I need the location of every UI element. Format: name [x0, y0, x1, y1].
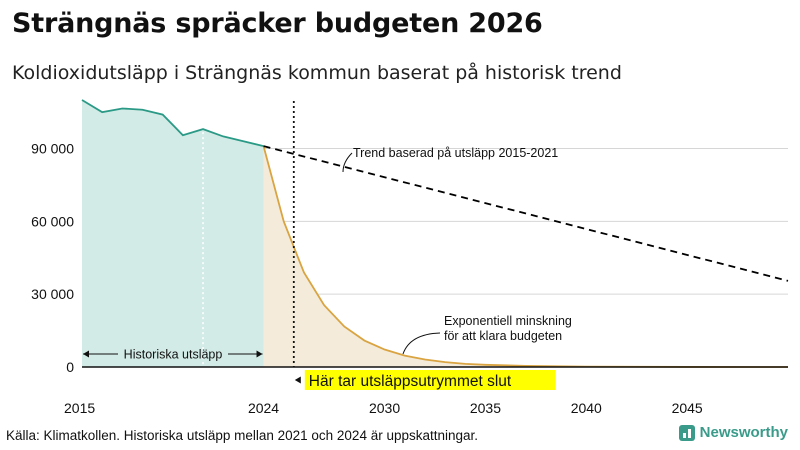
budget-label-line2: för att klara budgeten	[444, 329, 562, 343]
y-tick-label: 60 000	[31, 213, 74, 229]
historic-label: Historiska utsläpp	[124, 348, 223, 362]
x-tick-label: 2045	[672, 400, 703, 416]
trend-label: Trend baserad på utsläpp 2015-2021	[353, 146, 558, 160]
trend-line	[263, 145, 789, 282]
historic-area	[82, 100, 264, 367]
historic-arrow-left	[83, 350, 89, 358]
y-tick-label: 0	[66, 359, 74, 375]
x-tick-label: 2035	[470, 400, 501, 416]
trend-pointer	[342, 152, 353, 173]
source-note: Källa: Klimatkollen. Historiska utsläpp …	[6, 428, 479, 443]
budget-label-line1: Exponentiell minskning	[444, 314, 572, 328]
newsworthy-logo: Newsworthy	[678, 424, 788, 441]
budget-end-highlight	[304, 370, 556, 390]
budget-area	[263, 146, 788, 367]
budget-end-arrow	[294, 376, 301, 384]
y-tick-label: 30 000	[31, 286, 74, 302]
chart-title: Strängnäs spräcker budgeten 2026	[12, 8, 543, 39]
historic-arrow-right	[256, 350, 263, 358]
y-tick-label: 90 000	[31, 141, 74, 157]
x-tick-label: 2040	[571, 400, 602, 416]
chart-subtitle: Koldioxidutsläpp i Strängnäs kommun base…	[12, 62, 622, 84]
area-fills	[82, 100, 788, 367]
historic-line	[81, 99, 264, 147]
annotations: Trend baserad på utsläpp 2015-2021 Expone…	[83, 101, 572, 390]
x-tick-label: 2030	[369, 400, 400, 416]
x-tick-label: 2015	[64, 400, 95, 416]
budget-pointer	[402, 332, 441, 355]
budget-end-label: Här tar utsläppsutrymmet slut	[309, 373, 512, 390]
x-tick-label: 2024	[248, 400, 279, 416]
axes: 0 30 000 60 000 90 000 2015 2024 2030 2035 2040 2…	[31, 141, 788, 416]
logo-text: Newsworthy	[699, 424, 788, 441]
bar-chart-icon	[678, 424, 695, 441]
